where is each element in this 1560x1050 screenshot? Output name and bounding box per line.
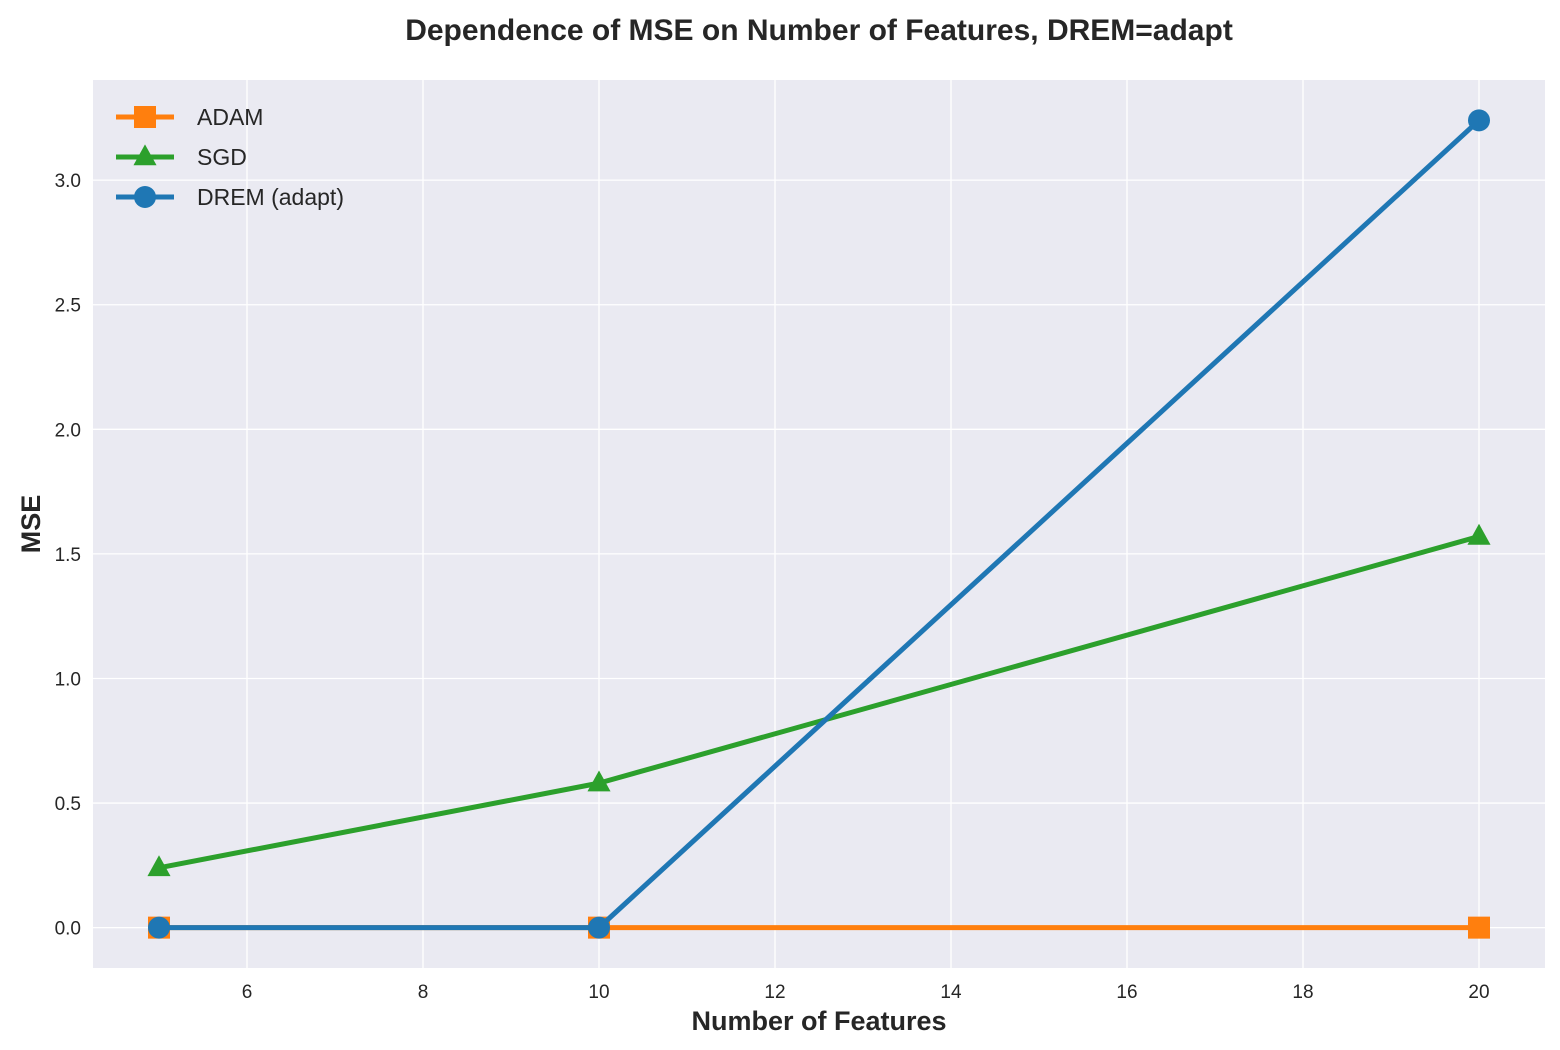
legend-item: ADAM [116, 104, 263, 130]
y-tick-label: 0.5 [55, 794, 81, 815]
data-point [1468, 916, 1490, 939]
series-sgd [147, 523, 1491, 877]
legend: ADAM SGD DREM (adapt) [116, 104, 344, 210]
legend-item: SGD [116, 144, 247, 170]
y-axis-label: MSE [16, 495, 46, 554]
legend-label: ADAM [197, 104, 263, 130]
data-point [147, 855, 171, 877]
y-tick-label: 0.0 [55, 919, 81, 940]
y-tick-label: 2.0 [55, 420, 81, 441]
y-tick-label: 1.0 [55, 669, 81, 690]
data-point [148, 916, 170, 939]
y-tick-label: 2.5 [55, 296, 81, 317]
legend-item: DREM (adapt) [116, 184, 344, 210]
data-point [1468, 109, 1490, 132]
series [147, 109, 1491, 939]
legend-marker [134, 106, 156, 128]
x-tick-label: 6 [242, 982, 253, 1003]
tick-labels: 6 8 10 12 14 16 18 20 0.0 0.5 1.0 1.5 2.0 2.5 3.0 [55, 171, 1490, 1003]
y-tick-label: 3.0 [55, 171, 81, 192]
plot-area [93, 80, 1545, 968]
data-point [587, 770, 611, 792]
legend-label: SGD [197, 144, 247, 170]
legend-marker [133, 144, 157, 166]
x-tick-label: 20 [1468, 982, 1489, 1003]
x-tick-label: 10 [588, 982, 609, 1003]
data-point [1467, 523, 1491, 545]
y-tick-label: 1.5 [55, 545, 81, 566]
x-tick-label: 8 [418, 982, 429, 1003]
x-tick-label: 18 [1292, 982, 1313, 1003]
x-tick-label: 12 [764, 982, 785, 1003]
grid [93, 80, 1545, 968]
x-axis-label: Number of Features [691, 1006, 946, 1036]
legend-label: DREM (adapt) [197, 184, 344, 210]
x-tick-label: 16 [1116, 982, 1137, 1003]
legend-marker [134, 186, 156, 208]
chart-title: Dependence of MSE on Number of Features,… [405, 14, 1233, 47]
x-tick-label: 14 [940, 982, 962, 1003]
data-point [588, 916, 610, 939]
series-drem-adapt [148, 109, 1490, 939]
